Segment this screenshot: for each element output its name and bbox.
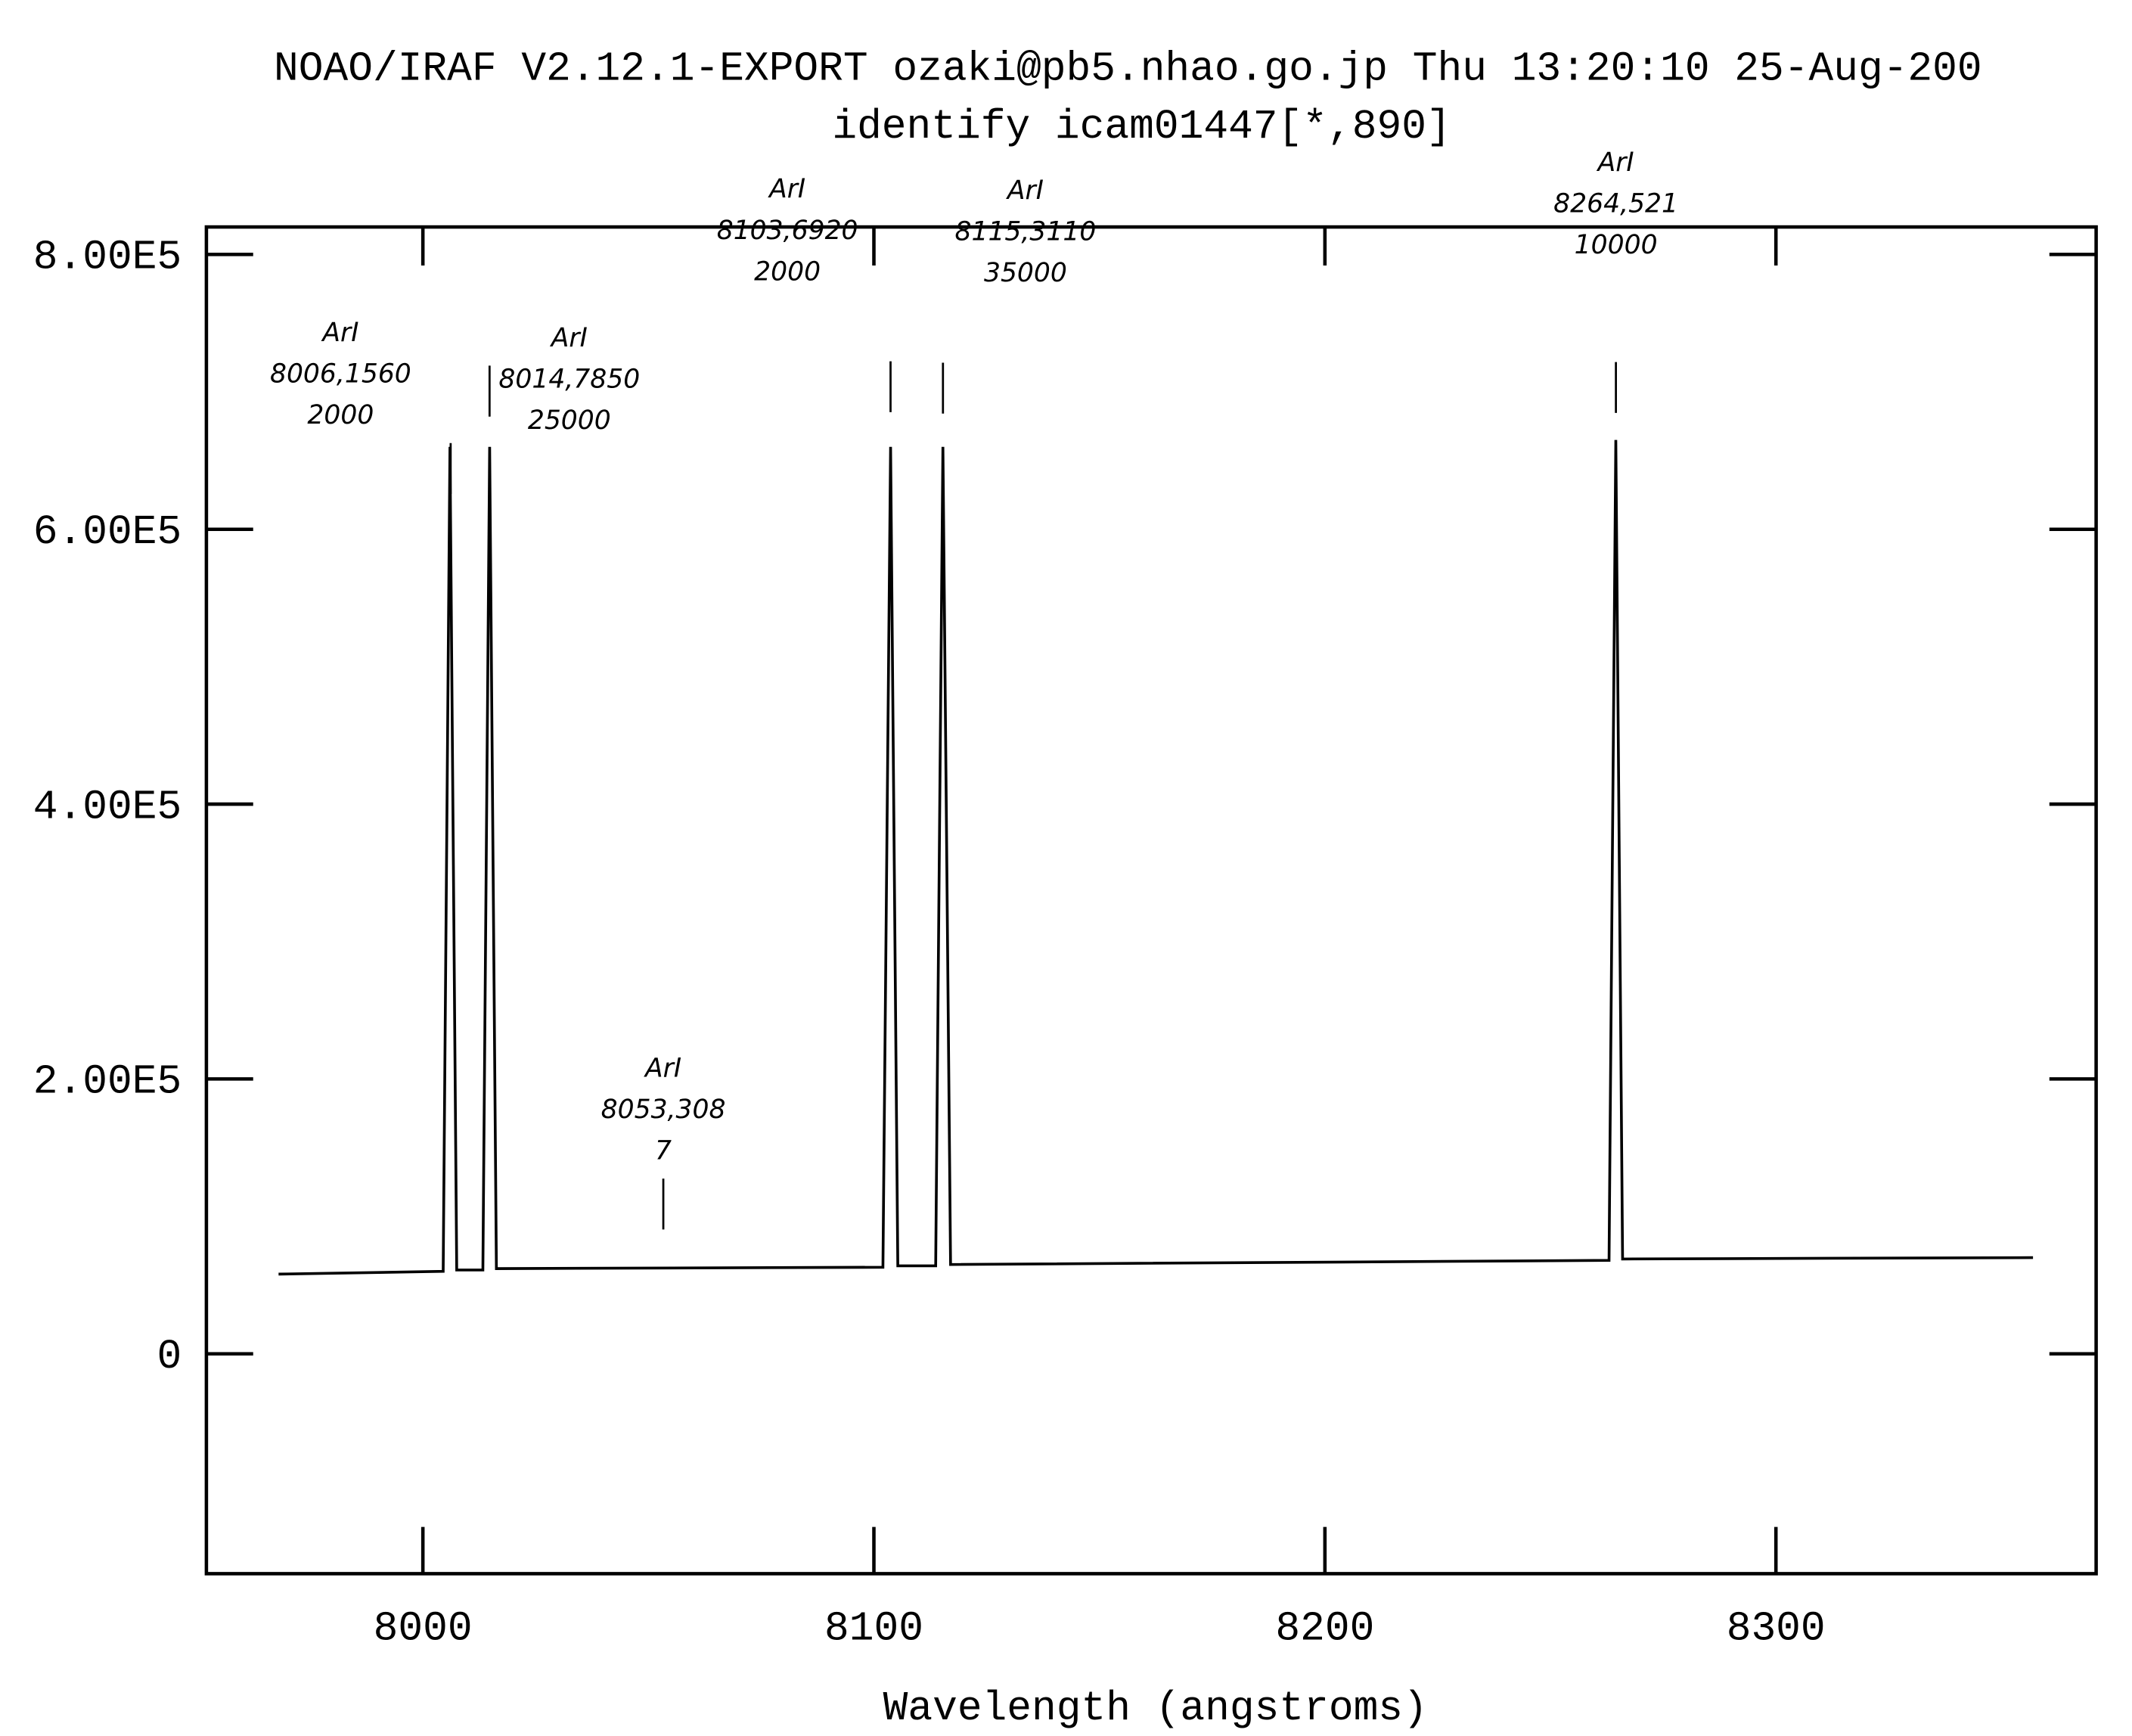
line-annotation: ArI xyxy=(1597,148,1634,178)
line-annotation: 25000 xyxy=(528,405,611,436)
line-annotation: ArI xyxy=(1006,175,1044,206)
line-annotation: 10000 xyxy=(1575,230,1658,260)
line-annotation: 8053,308 xyxy=(601,1095,726,1125)
line-annotation: 8264,521 xyxy=(1553,188,1678,219)
line-annotation: 2000 xyxy=(307,400,374,430)
x-tick-label: 8200 xyxy=(1275,1607,1374,1653)
plot-frame xyxy=(204,225,2098,1576)
y-tick-label: 8.00E5 xyxy=(33,235,182,281)
y-tick-label: 4.00E5 xyxy=(33,784,182,831)
spectrum-line xyxy=(278,439,2034,1276)
chart-title: NOAO/IRAF V2.12.1-EXPORT ozaki@pb5.nhao.… xyxy=(274,46,1982,92)
line-annotation: ArI xyxy=(321,318,358,348)
line-annotation: 8103,6920 xyxy=(717,216,858,246)
x-axis-label: Wavelength (angstroms) xyxy=(883,1686,1428,1732)
line-annotation: ArI xyxy=(644,1054,681,1084)
chart-subtitle: identify icam01447[*,890] xyxy=(832,104,1451,151)
line-annotation: ArI xyxy=(550,323,588,353)
x-tick-label: 8300 xyxy=(1727,1607,1826,1653)
y-tick-label: 0 xyxy=(157,1334,182,1380)
line-annotation: 35000 xyxy=(984,258,1067,288)
line-annotation: 7 xyxy=(655,1136,672,1166)
line-annotation: 2000 xyxy=(754,256,821,287)
line-annotation: 8006,1560 xyxy=(270,359,411,390)
x-tick-label: 8000 xyxy=(374,1607,473,1653)
x-tick-label: 8100 xyxy=(824,1607,923,1653)
line-annotation: 8115,3110 xyxy=(955,217,1097,247)
line-annotation: ArI xyxy=(768,174,805,204)
line-annotation: 8014,7850 xyxy=(498,365,640,395)
y-tick-label: 6.00E5 xyxy=(33,510,182,556)
y-tick-label: 2.00E5 xyxy=(33,1060,182,1106)
